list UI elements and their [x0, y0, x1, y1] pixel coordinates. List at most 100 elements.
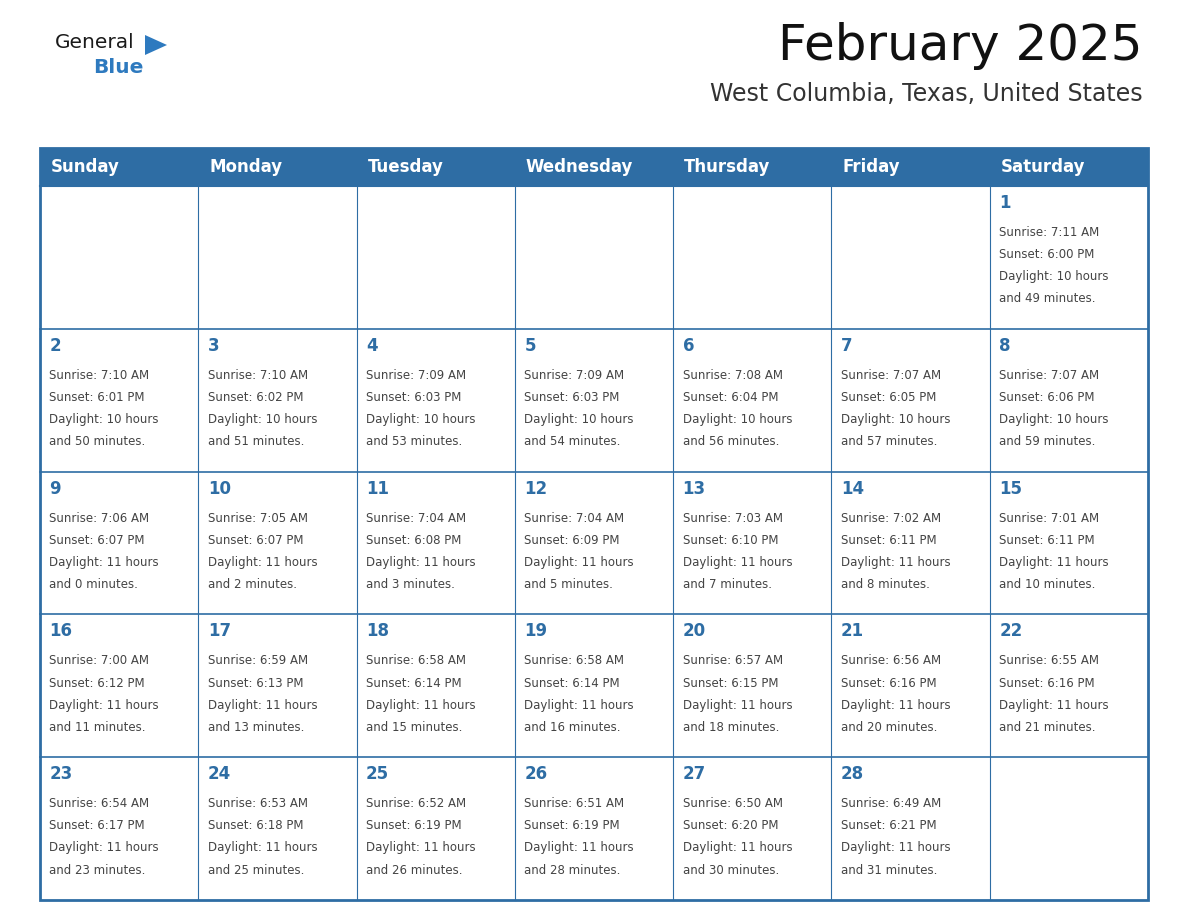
Text: Daylight: 11 hours: Daylight: 11 hours [683, 556, 792, 569]
Text: Sunrise: 7:00 AM: Sunrise: 7:00 AM [50, 655, 150, 667]
Text: 6: 6 [683, 337, 694, 354]
Text: Sunrise: 6:54 AM: Sunrise: 6:54 AM [50, 797, 150, 811]
Text: Sunrise: 6:55 AM: Sunrise: 6:55 AM [999, 655, 1099, 667]
Text: Sunset: 6:07 PM: Sunset: 6:07 PM [50, 533, 145, 547]
Text: Daylight: 10 hours: Daylight: 10 hours [999, 413, 1108, 426]
Text: and 49 minutes.: and 49 minutes. [999, 293, 1095, 306]
Text: and 54 minutes.: and 54 minutes. [524, 435, 620, 448]
Text: Sunrise: 7:04 AM: Sunrise: 7:04 AM [366, 511, 466, 524]
Text: and 53 minutes.: and 53 minutes. [366, 435, 462, 448]
Text: 13: 13 [683, 479, 706, 498]
Text: Daylight: 10 hours: Daylight: 10 hours [50, 413, 159, 426]
Bar [990, 614, 1148, 757]
Text: Sunrise: 7:03 AM: Sunrise: 7:03 AM [683, 511, 783, 524]
Text: 2: 2 [50, 337, 61, 354]
Bar [674, 186, 832, 329]
Polygon shape [145, 35, 168, 55]
Text: Sunset: 6:14 PM: Sunset: 6:14 PM [366, 677, 462, 689]
Text: Sunset: 6:05 PM: Sunset: 6:05 PM [841, 391, 936, 404]
Text: Sunset: 6:19 PM: Sunset: 6:19 PM [524, 820, 620, 833]
Text: Daylight: 10 hours: Daylight: 10 hours [524, 413, 634, 426]
Text: Daylight: 11 hours: Daylight: 11 hours [841, 556, 950, 569]
Bar [356, 757, 514, 900]
Text: 22: 22 [999, 622, 1023, 641]
Text: Daylight: 11 hours: Daylight: 11 hours [50, 556, 159, 569]
Bar [40, 329, 198, 472]
Bar [356, 186, 514, 329]
Text: Sunset: 6:17 PM: Sunset: 6:17 PM [50, 820, 145, 833]
Text: and 50 minutes.: and 50 minutes. [50, 435, 146, 448]
Text: Sunrise: 6:50 AM: Sunrise: 6:50 AM [683, 797, 783, 811]
Text: and 2 minutes.: and 2 minutes. [208, 578, 297, 591]
Bar [674, 472, 832, 614]
Bar [198, 148, 356, 186]
Text: Daylight: 11 hours: Daylight: 11 hours [208, 699, 317, 711]
Bar [674, 329, 832, 472]
Bar [832, 329, 990, 472]
Text: and 10 minutes.: and 10 minutes. [999, 578, 1095, 591]
Text: Sunrise: 7:08 AM: Sunrise: 7:08 AM [683, 369, 783, 382]
Text: 18: 18 [366, 622, 388, 641]
Text: Sunset: 6:20 PM: Sunset: 6:20 PM [683, 820, 778, 833]
Bar [990, 757, 1148, 900]
Text: Sunrise: 6:59 AM: Sunrise: 6:59 AM [208, 655, 308, 667]
Bar [832, 614, 990, 757]
Text: and 3 minutes.: and 3 minutes. [366, 578, 455, 591]
Text: Daylight: 11 hours: Daylight: 11 hours [524, 699, 634, 711]
Text: 25: 25 [366, 766, 390, 783]
Bar [198, 472, 356, 614]
Text: 8: 8 [999, 337, 1011, 354]
Text: and 30 minutes.: and 30 minutes. [683, 864, 779, 877]
Bar [674, 614, 832, 757]
Text: Sunset: 6:11 PM: Sunset: 6:11 PM [999, 533, 1095, 547]
Bar [990, 329, 1148, 472]
Text: 4: 4 [366, 337, 378, 354]
Text: Daylight: 11 hours: Daylight: 11 hours [524, 842, 634, 855]
Bar [198, 329, 356, 472]
Text: Daylight: 11 hours: Daylight: 11 hours [683, 842, 792, 855]
Bar [356, 472, 514, 614]
Text: Sunday: Sunday [51, 158, 120, 176]
Text: Sunrise: 7:09 AM: Sunrise: 7:09 AM [524, 369, 625, 382]
Bar [40, 757, 198, 900]
Text: Daylight: 11 hours: Daylight: 11 hours [841, 699, 950, 711]
Text: and 13 minutes.: and 13 minutes. [208, 721, 304, 733]
Text: and 15 minutes.: and 15 minutes. [366, 721, 462, 733]
Text: Sunset: 6:02 PM: Sunset: 6:02 PM [208, 391, 303, 404]
Text: Thursday: Thursday [684, 158, 771, 176]
Text: Daylight: 10 hours: Daylight: 10 hours [999, 270, 1108, 284]
Text: Saturday: Saturday [1000, 158, 1086, 176]
Text: 17: 17 [208, 622, 230, 641]
Text: Sunset: 6:09 PM: Sunset: 6:09 PM [524, 533, 620, 547]
Text: 27: 27 [683, 766, 706, 783]
Text: Daylight: 10 hours: Daylight: 10 hours [366, 413, 475, 426]
Text: and 28 minutes.: and 28 minutes. [524, 864, 620, 877]
Text: and 26 minutes.: and 26 minutes. [366, 864, 462, 877]
Text: 11: 11 [366, 479, 388, 498]
Bar [198, 757, 356, 900]
Text: Sunrise: 7:01 AM: Sunrise: 7:01 AM [999, 511, 1099, 524]
Text: and 11 minutes.: and 11 minutes. [50, 721, 146, 733]
Text: and 56 minutes.: and 56 minutes. [683, 435, 779, 448]
Text: Daylight: 11 hours: Daylight: 11 hours [683, 699, 792, 711]
Text: Sunset: 6:12 PM: Sunset: 6:12 PM [50, 677, 145, 689]
Text: Sunrise: 7:11 AM: Sunrise: 7:11 AM [999, 226, 1099, 239]
Bar [514, 186, 674, 329]
Text: General: General [55, 33, 134, 52]
Text: 21: 21 [841, 622, 864, 641]
Text: Sunset: 6:16 PM: Sunset: 6:16 PM [841, 677, 936, 689]
Text: and 16 minutes.: and 16 minutes. [524, 721, 621, 733]
Text: Sunset: 6:19 PM: Sunset: 6:19 PM [366, 820, 462, 833]
Bar [514, 329, 674, 472]
Text: 20: 20 [683, 622, 706, 641]
Bar [832, 186, 990, 329]
Text: Daylight: 11 hours: Daylight: 11 hours [50, 842, 159, 855]
Text: and 7 minutes.: and 7 minutes. [683, 578, 772, 591]
Text: West Columbia, Texas, United States: West Columbia, Texas, United States [710, 82, 1143, 106]
Text: 9: 9 [50, 479, 61, 498]
Text: 10: 10 [208, 479, 230, 498]
Text: 15: 15 [999, 479, 1022, 498]
Text: Sunset: 6:06 PM: Sunset: 6:06 PM [999, 391, 1094, 404]
Text: and 18 minutes.: and 18 minutes. [683, 721, 779, 733]
Text: Sunset: 6:03 PM: Sunset: 6:03 PM [366, 391, 461, 404]
